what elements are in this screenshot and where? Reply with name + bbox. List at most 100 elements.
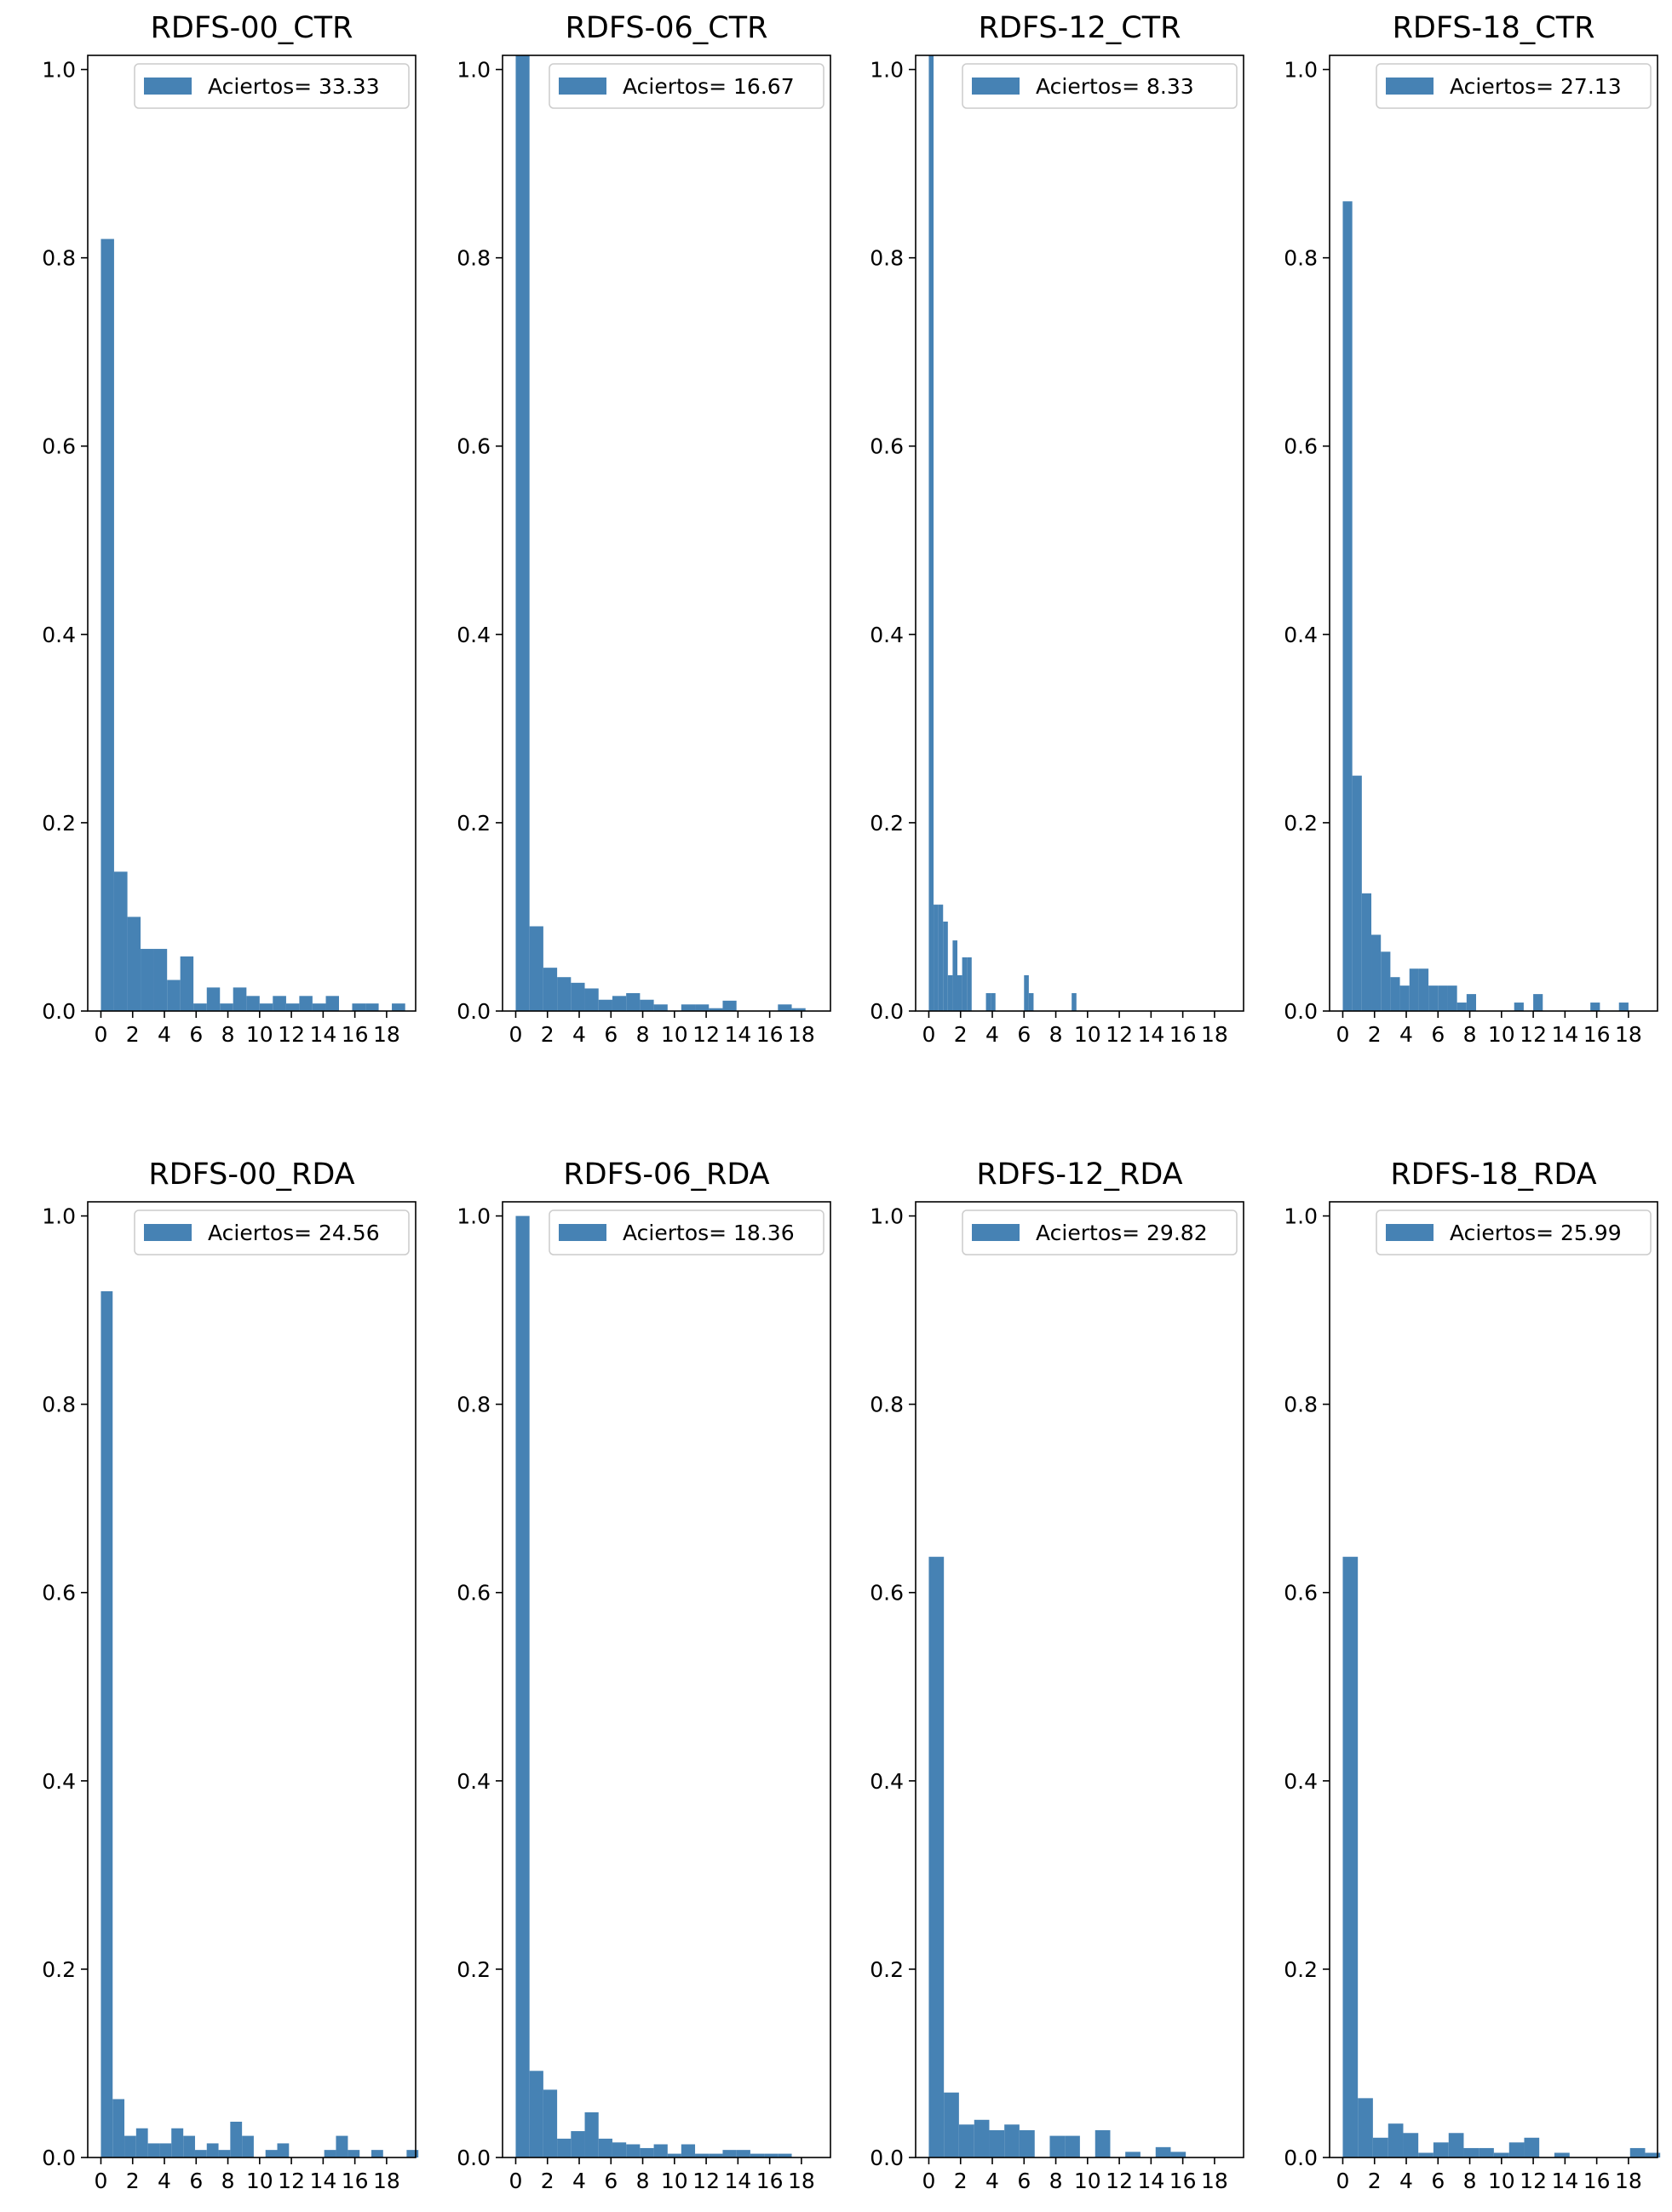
legend-label: Aciertos= 8.33 bbox=[1036, 74, 1194, 99]
histogram-bar bbox=[958, 2124, 974, 2157]
histogram-bar bbox=[571, 982, 585, 1011]
y-tick-label: 0.0 bbox=[1284, 999, 1318, 1024]
histogram-bar bbox=[153, 949, 168, 1011]
histogram-bar bbox=[944, 2092, 959, 2157]
x-tick-label: 14 bbox=[1137, 1022, 1164, 1047]
histogram-bar bbox=[265, 2150, 278, 2157]
legend-swatch bbox=[972, 1224, 1020, 1241]
histogram-bar bbox=[1342, 201, 1353, 1011]
histogram-bar bbox=[1428, 985, 1439, 1011]
x-tick-label: 10 bbox=[1074, 1022, 1101, 1047]
x-tick-label: 4 bbox=[1399, 2169, 1413, 2193]
histogram-bar bbox=[1514, 1003, 1524, 1011]
x-tick-label: 18 bbox=[1201, 1022, 1228, 1047]
x-tick-label: 16 bbox=[1169, 1022, 1197, 1047]
x-tick-label: 10 bbox=[1488, 1022, 1515, 1047]
histogram-bar bbox=[193, 1003, 207, 1011]
legend-box bbox=[549, 63, 825, 109]
x-tick-label: 10 bbox=[246, 2169, 273, 2193]
histogram-bar bbox=[571, 2131, 585, 2157]
x-tick-label: 6 bbox=[1017, 1022, 1031, 1047]
subplot-title: RDFS-18_CTR bbox=[1393, 11, 1595, 45]
histogram-bar bbox=[242, 2135, 254, 2157]
histogram-bar bbox=[640, 2147, 654, 2157]
x-tick-label: 18 bbox=[1615, 1022, 1642, 1047]
x-tick-label: 12 bbox=[278, 2169, 305, 2193]
y-tick-label: 0.4 bbox=[1284, 1769, 1318, 1794]
histogram-bar bbox=[1645, 2152, 1661, 2157]
histogram-bar bbox=[1403, 2133, 1419, 2157]
legend-label: Aciertos= 16.67 bbox=[623, 74, 795, 99]
x-tick-label: 12 bbox=[692, 1022, 720, 1047]
y-tick-label: 0.2 bbox=[42, 811, 76, 836]
histogram-bar bbox=[312, 1003, 326, 1011]
subplot-title: RDFS-00_RDA bbox=[148, 1158, 354, 1192]
x-tick-label: 4 bbox=[158, 2169, 171, 2193]
histogram-bar bbox=[1433, 2142, 1449, 2157]
histogram-bar bbox=[1463, 2147, 1480, 2157]
histogram-bar bbox=[171, 2128, 184, 2157]
histogram-bar bbox=[974, 2119, 990, 2157]
x-tick-label: 14 bbox=[1551, 1022, 1578, 1047]
y-tick-label: 0.0 bbox=[42, 999, 76, 1024]
x-tick-label: 16 bbox=[342, 2169, 369, 2193]
histogram-bar bbox=[778, 2153, 792, 2157]
y-tick-label: 0.2 bbox=[42, 1957, 76, 1982]
histogram-bar bbox=[709, 1008, 723, 1011]
histogram-bar bbox=[365, 1003, 379, 1011]
histogram-bar bbox=[1024, 974, 1029, 1011]
x-tick-label: 18 bbox=[1201, 2169, 1228, 2193]
histogram-bar bbox=[1049, 2135, 1066, 2157]
y-tick-label: 0.8 bbox=[870, 1393, 904, 1417]
histogram-bar bbox=[985, 992, 991, 1011]
histogram-bar bbox=[612, 996, 627, 1011]
y-tick-label: 0.6 bbox=[457, 1581, 491, 1606]
histogram-bar bbox=[750, 2153, 765, 2157]
x-tick-label: 2 bbox=[954, 1022, 968, 1047]
y-tick-label: 1.0 bbox=[457, 1204, 491, 1229]
histogram-bar bbox=[612, 2142, 627, 2157]
x-tick-label: 0 bbox=[95, 2169, 108, 2193]
y-tick-label: 0.2 bbox=[870, 1957, 904, 1982]
x-tick-label: 14 bbox=[309, 1022, 336, 1047]
histogram-bar bbox=[1618, 1003, 1629, 1011]
x-tick-label: 0 bbox=[922, 1022, 936, 1047]
histogram-bar bbox=[277, 2143, 290, 2157]
y-tick-label: 0.8 bbox=[42, 246, 76, 271]
y-tick-label: 1.0 bbox=[457, 58, 491, 83]
histogram-bar bbox=[584, 2111, 599, 2157]
histogram-bar bbox=[626, 2144, 641, 2157]
histogram-bar bbox=[989, 2129, 1005, 2157]
histogram-bar bbox=[1590, 1003, 1600, 1011]
histogram-bar bbox=[348, 2150, 360, 2157]
histogram-bar bbox=[928, 55, 934, 1011]
legend-label: Aciertos= 25.99 bbox=[1450, 1221, 1622, 1245]
subplot-rdfs-18-ctr: 0.0 0.2 0.4 0.6 0.8 1.0 0 2 4 6 8 10 12 14 16 18 RDFS-18… bbox=[1284, 11, 1658, 1047]
subplot-rdfs-00-rda: 0.0 0.2 0.4 0.6 0.8 1.0 0 2 4 6 8 10 12 14 16 18 RDFS-00… bbox=[42, 1158, 419, 2193]
histogram-bar bbox=[1466, 994, 1477, 1011]
y-tick-label: 1.0 bbox=[1284, 1204, 1318, 1229]
x-tick-label: 12 bbox=[278, 1022, 305, 1047]
histogram-bar bbox=[194, 2150, 207, 2157]
y-tick-label: 0.8 bbox=[1284, 246, 1318, 271]
histogram-bar bbox=[1019, 2129, 1035, 2157]
axes-frame bbox=[502, 55, 831, 1012]
histogram-bar bbox=[1028, 992, 1034, 1011]
y-tick-label: 0.8 bbox=[1284, 1393, 1318, 1417]
histogram-bar bbox=[952, 940, 958, 1011]
x-tick-label: 14 bbox=[724, 2169, 751, 2193]
y-tick-label: 0.0 bbox=[870, 999, 904, 1024]
x-tick-label: 12 bbox=[1520, 1022, 1547, 1047]
histogram-bar bbox=[529, 926, 543, 1011]
histogram-bar bbox=[962, 957, 968, 1011]
legend-label: Aciertos= 29.82 bbox=[1036, 1221, 1208, 1245]
x-tick-label: 2 bbox=[954, 2169, 968, 2193]
histogram-bar bbox=[681, 2144, 696, 2157]
histogram-bar bbox=[791, 1008, 806, 1011]
histogram-bar bbox=[543, 968, 558, 1011]
x-tick-label: 16 bbox=[1583, 1022, 1611, 1047]
histogram-bar bbox=[406, 2150, 419, 2157]
x-tick-label: 4 bbox=[1399, 1022, 1413, 1047]
histogram-bar bbox=[1125, 2152, 1141, 2157]
histogram-bar bbox=[220, 1003, 233, 1011]
